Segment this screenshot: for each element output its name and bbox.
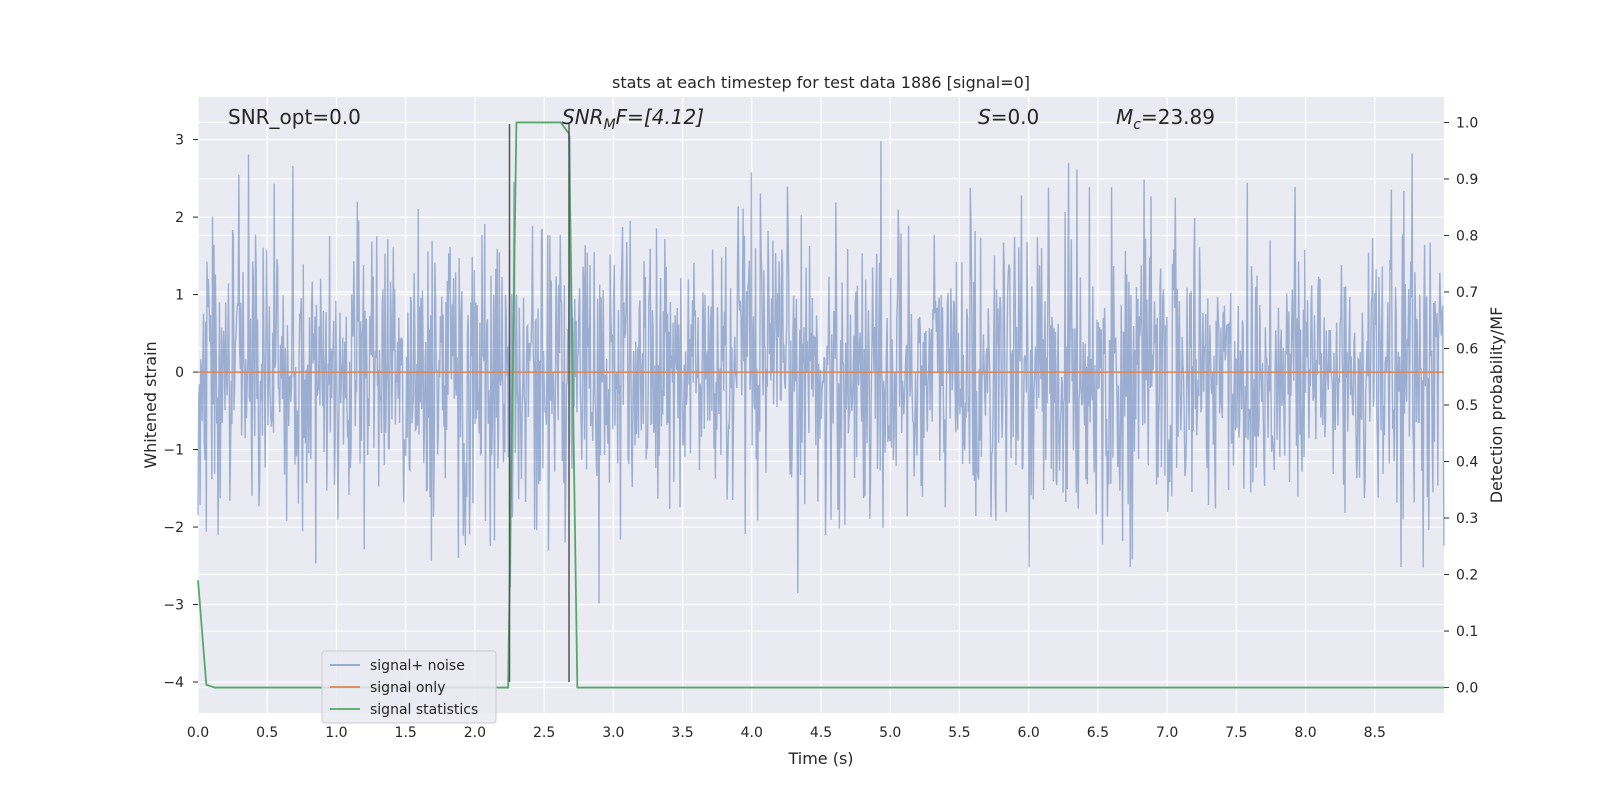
- y2-tick-label: 1.0: [1456, 115, 1478, 131]
- y-tick-label: 3: [175, 133, 184, 149]
- x-tick-label: 5.0: [879, 725, 901, 741]
- x-tick-label: 3.0: [602, 725, 624, 741]
- vline-layer: [508, 124, 570, 683]
- legend-label-signal-only: signal only: [370, 680, 445, 696]
- annotation-mc-rest: =23.89: [1141, 105, 1215, 129]
- y-tick-label: −3: [163, 598, 184, 614]
- y-tick-label: 2: [175, 210, 184, 226]
- annotation-s-rest: =0.0: [991, 105, 1040, 129]
- series-signal-statistics-line: [197, 121, 1444, 689]
- x-tick-label: 2.5: [533, 725, 555, 741]
- legend-label-signal-noise: signal+ noise: [370, 658, 465, 674]
- x-tick-label: 6.5: [1087, 725, 1109, 741]
- legend: signal+ noise signal only signal statist…: [321, 650, 497, 724]
- annotation-mc-main: M: [1116, 105, 1133, 129]
- x-tick-label: 8.0: [1294, 725, 1316, 741]
- x-tick-label: 4.0: [741, 725, 763, 741]
- series-layer: [197, 121, 1445, 689]
- y-tick-label: −2: [163, 520, 184, 536]
- annotation-mc-sub: c: [1133, 117, 1141, 133]
- x-tick-label: 0.0: [187, 725, 209, 741]
- y2-axis-label: Detection probability/MF: [1487, 307, 1506, 504]
- x-tick-label: 0.5: [256, 725, 278, 741]
- series-signal-noise-line: [197, 135, 1445, 604]
- chart-title: stats at each timestep for test data 188…: [612, 73, 1030, 92]
- x-tick-label: 1.5: [395, 725, 417, 741]
- y2-tick-label: 0.6: [1456, 341, 1478, 357]
- y2-tick-label: 0.2: [1456, 568, 1478, 584]
- legend-label-signal-statistics: signal statistics: [370, 702, 478, 718]
- y2-tick-label: 0.0: [1456, 681, 1478, 697]
- x-tick-label: 6.0: [1018, 725, 1040, 741]
- legend-box: [321, 650, 497, 724]
- annotation-snr-opt: SNR_opt=0.0: [228, 105, 361, 129]
- y-axis-label: Whitened strain: [141, 341, 160, 468]
- y-tick-label: 0: [175, 365, 184, 381]
- annotation-snr-mf: SNRMF=[4.12]: [562, 105, 704, 133]
- y2-tick-label: 0.8: [1456, 228, 1478, 244]
- x-tick-label: 8.5: [1364, 725, 1386, 741]
- y2-tick-label: 0.3: [1456, 511, 1478, 527]
- y-tick-label: −4: [163, 675, 184, 691]
- annotation-mc: Mc=23.89: [1116, 105, 1215, 133]
- x-tick-label: 4.5: [810, 725, 832, 741]
- x-tick-label: 5.5: [948, 725, 970, 741]
- y2-tick-label: 0.1: [1456, 624, 1478, 640]
- annotation-snr-mf-sub: M: [604, 117, 616, 133]
- y2-tick-label: 0.4: [1456, 455, 1478, 471]
- x-tick-label: 3.5: [671, 725, 693, 741]
- y-axis-ticks: −4 −3 −2 −1 0 1 2 3: [163, 133, 198, 691]
- x-tick-label: 7.5: [1225, 725, 1247, 741]
- x-axis-label: Time (s): [787, 749, 853, 768]
- y2-tick-label: 0.5: [1456, 398, 1478, 414]
- annotation-snr-mf-main: SNR: [562, 105, 604, 129]
- annotation-s-main: S: [978, 105, 991, 129]
- x-tick-label: 7.0: [1156, 725, 1178, 741]
- y2-axis-ticks: 0.0 0.1 0.2 0.3 0.4 0.5 0.6 0.7 0.8 0.9 1.0: [1444, 115, 1478, 697]
- x-axis-ticks: 0.0 0.5 1.0 1.5 2.0 2.5 3.0 3.5 4.0 4.5 5.0 5.5 6.0 6…: [187, 725, 1386, 741]
- y2-tick-label: 0.7: [1456, 285, 1478, 301]
- annotation-s: S=0.0: [978, 105, 1039, 129]
- y2-tick-label: 0.9: [1456, 172, 1478, 188]
- annotation-snr-mf-rest: F=[4.12]: [616, 105, 704, 129]
- x-tick-label: 1.0: [325, 725, 347, 741]
- y-tick-label: 1: [175, 288, 184, 304]
- x-tick-label: 2.0: [464, 725, 486, 741]
- y-tick-label: −1: [163, 443, 184, 459]
